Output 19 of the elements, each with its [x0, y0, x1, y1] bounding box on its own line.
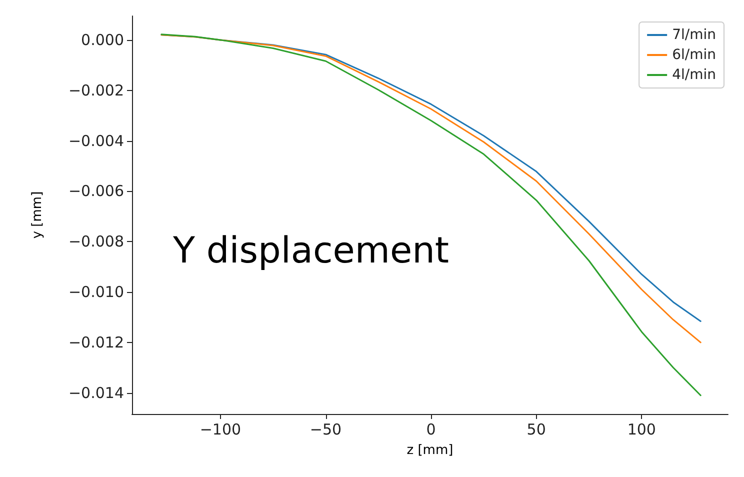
- y-tick-label: −0.008: [68, 232, 124, 251]
- legend-label: 7l/min: [672, 27, 716, 43]
- x-tick-label: −100: [200, 420, 242, 438]
- x-tick-label: 100: [627, 420, 656, 438]
- legend-label: 6l/min: [672, 47, 716, 63]
- x-tick-label: 50: [526, 420, 546, 438]
- y-tick-label: 0.000: [81, 30, 124, 49]
- y-tick-label: −0.004: [68, 132, 124, 150]
- y-tick-label: −0.002: [68, 81, 124, 100]
- y-tick-label: −0.014: [68, 384, 124, 402]
- x-tick-label: −50: [310, 420, 342, 438]
- y-tick-label: −0.006: [68, 182, 124, 200]
- y-tick-label: −0.012: [68, 333, 124, 352]
- y-tick-label: −0.010: [68, 283, 124, 302]
- legend-label: 4l/min: [672, 67, 716, 83]
- x-axis-title: z [mm]: [406, 443, 454, 458]
- x-tick-label: 0: [426, 420, 436, 438]
- y-axis-title: y [mm]: [30, 191, 45, 239]
- annotation: Y displacement: [172, 230, 450, 272]
